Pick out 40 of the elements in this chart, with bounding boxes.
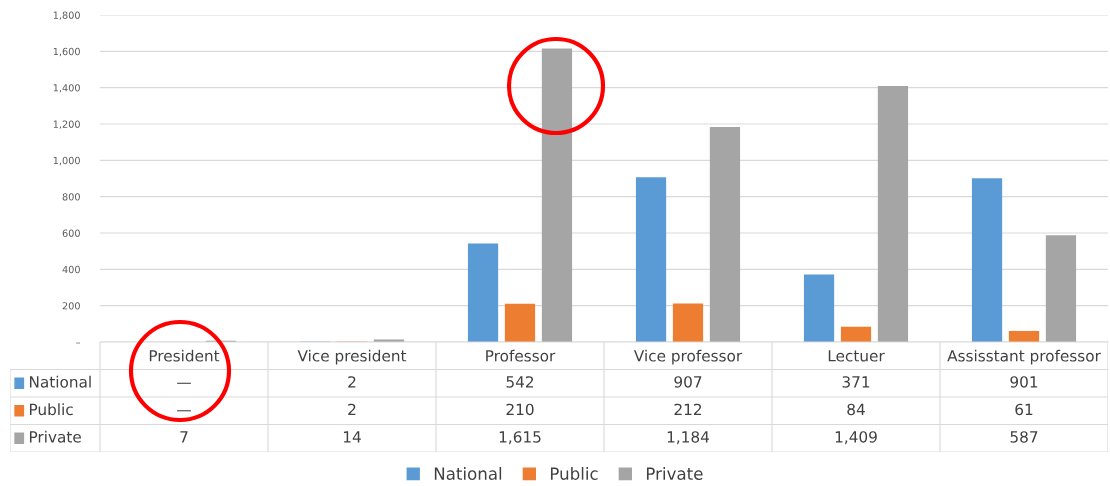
data-label: 61 [1015,403,1033,416]
y-tick-label: 1,600 [53,47,80,57]
data-label: 371 [842,376,870,388]
text: Public [29,403,73,416]
data-label: 84 [847,403,865,416]
data-label: 1,184 [667,431,710,445]
data-label: 907 [674,376,702,388]
x-tick-label: Vice professor [633,349,743,365]
data-label: 1,615 [499,431,541,445]
data-label: 901 [1010,376,1038,388]
legend-label: National [434,467,502,480]
y-tick-label: 200 [62,302,80,310]
legend-label: Public [550,467,598,480]
y-tick-label: 1,800 [53,11,80,20]
text: — [177,382,191,384]
data-label: 542 [506,376,534,388]
x-tick-label: Lectuer [828,350,885,362]
data-label: 1,409 [835,431,877,445]
text: National [29,375,91,388]
x-tick-label: Professor [486,349,556,362]
data-label: 2 [348,403,356,415]
legend-label: Private [646,467,703,480]
data-label: 2 [348,376,356,388]
y-tick-label: 1,000 [53,156,80,166]
x-tick-label: Assisstant professor [947,349,1101,365]
y-tick-label: 1,200 [53,120,80,129]
x-tick-label: Vice president [297,349,407,365]
data-label: 212 [674,403,702,415]
data-label: 14 [343,431,361,443]
y-tick-label: 400 [62,265,80,274]
text: Private [29,430,81,443]
y-tick-label: 800 [62,193,80,201]
y-tick-label: – [76,342,81,344]
data-label: 587 [1010,431,1038,443]
y-tick-label: 600 [62,229,80,237]
data-label: 210 [506,403,534,416]
y-tick-label: 1,400 [53,84,80,93]
x-tick-label: President [149,349,220,362]
data-label: 7 [180,431,188,443]
text: — [177,410,191,412]
